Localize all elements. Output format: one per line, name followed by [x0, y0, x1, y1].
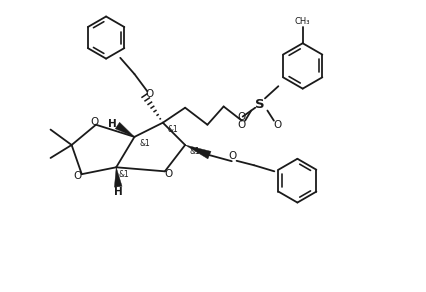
- Text: &1: &1: [118, 170, 129, 179]
- Text: &1: &1: [139, 139, 150, 148]
- Polygon shape: [114, 167, 122, 187]
- Text: O: O: [164, 169, 173, 179]
- Text: O: O: [145, 88, 153, 98]
- Text: O: O: [272, 120, 281, 130]
- Text: &1: &1: [167, 125, 178, 134]
- Text: O: O: [90, 117, 99, 127]
- Text: CH₃: CH₃: [294, 17, 310, 26]
- Text: H: H: [107, 119, 116, 129]
- Text: &1: &1: [190, 147, 200, 157]
- Polygon shape: [115, 122, 134, 137]
- Text: O: O: [236, 112, 245, 121]
- Text: O: O: [237, 120, 245, 130]
- Text: O: O: [73, 171, 82, 181]
- Text: S: S: [255, 98, 264, 111]
- Text: O: O: [228, 151, 236, 161]
- Text: H: H: [114, 187, 123, 197]
- Polygon shape: [185, 145, 210, 159]
